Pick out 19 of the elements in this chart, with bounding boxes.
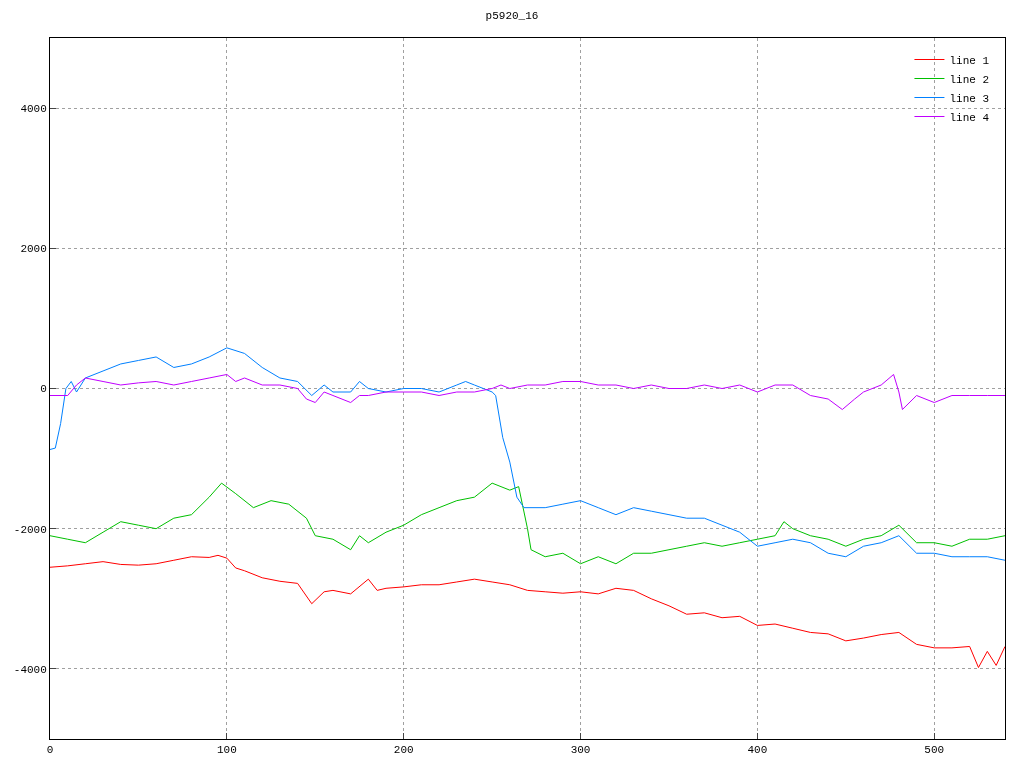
y-tick-label: 0	[40, 383, 47, 396]
chart-title: p5920_16	[485, 10, 539, 23]
x-tick-label: 200	[393, 744, 414, 757]
y-tick-label: 2000	[20, 243, 47, 256]
y-tick-label: 4000	[20, 102, 47, 115]
line-series	[50, 482, 1005, 565]
y-tick-label: -4000	[13, 663, 47, 676]
legend-label: line 1	[949, 54, 990, 67]
legend-label: line 4	[949, 111, 990, 124]
x-tick-label: 400	[747, 744, 768, 757]
legend-label: line 3	[949, 92, 990, 105]
x-tick-label: 500	[924, 744, 945, 757]
line-series	[50, 554, 1005, 668]
x-tick-label: 300	[570, 744, 591, 757]
legend-label: line 2	[949, 73, 990, 86]
line-series	[50, 373, 1005, 411]
x-tick-label: 100	[216, 744, 237, 757]
y-tick-label: -2000	[13, 523, 47, 536]
line-series	[50, 347, 1005, 561]
